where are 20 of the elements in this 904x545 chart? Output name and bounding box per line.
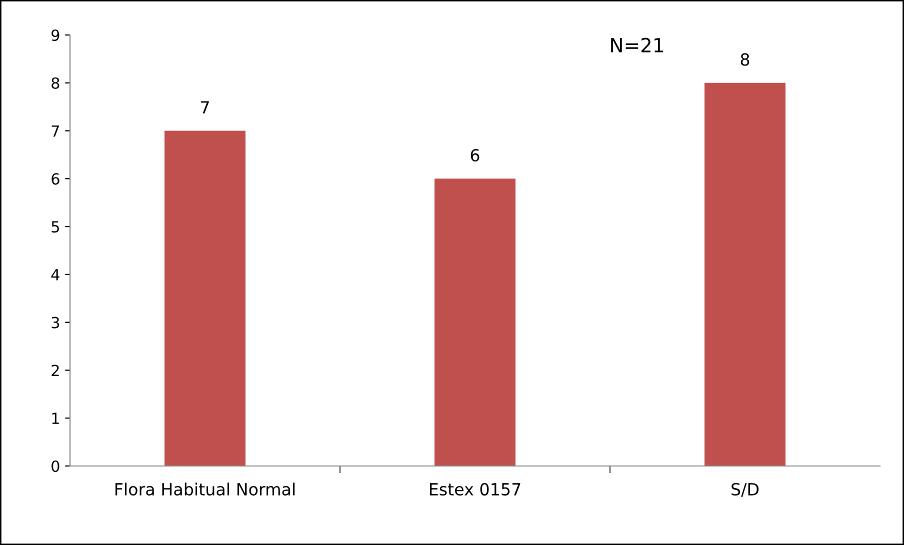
x-tick-label: Flora Habitual Normal — [115, 482, 295, 496]
data-label: 6 — [470, 148, 480, 162]
bar — [434, 178, 516, 466]
y-tick-label: 7 — [52, 125, 59, 137]
y-tick-label: 9 — [52, 29, 60, 42]
y-tick-label: 5 — [52, 221, 59, 233]
x-tick-label: S/D — [732, 482, 759, 497]
data-label: 8 — [740, 53, 750, 66]
bar — [164, 130, 246, 466]
annotation: N=21 — [611, 38, 663, 52]
y-tick-label: 8 — [52, 77, 60, 89]
x-tick-label: Estex 0157 — [430, 482, 520, 496]
y-tick-label: 4 — [51, 269, 60, 280]
y-tick-label: 3 — [52, 316, 60, 328]
bar — [704, 82, 786, 466]
y-tick-label: 1 — [52, 412, 59, 424]
y-tick-label: 6 — [52, 173, 60, 185]
y-tick-label: 0 — [52, 460, 60, 472]
y-tick-label: 2 — [52, 364, 59, 376]
data-label: 7 — [201, 101, 209, 114]
